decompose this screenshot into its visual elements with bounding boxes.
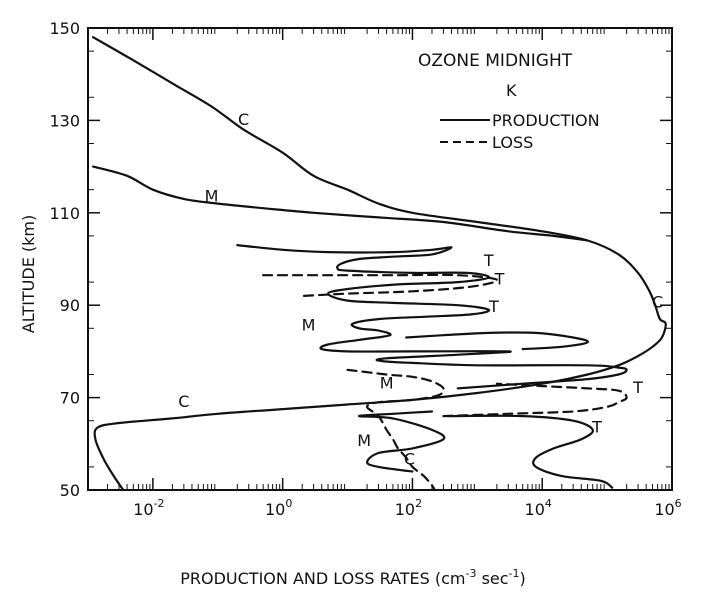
curve-label: T: [591, 417, 602, 436]
x-tick-label-exp: -2: [154, 497, 165, 510]
y-tick-label: 90: [60, 296, 80, 315]
y-tick-labels: 50 70 90 110 130 150: [49, 19, 80, 500]
curve-label: M: [357, 431, 371, 450]
x-tick-label: 10-2: [133, 497, 164, 519]
production-curve-t: [236, 244, 628, 390]
curve-label: M: [380, 373, 394, 392]
curve-label: T: [632, 378, 643, 397]
x-tick-label-base: 10: [654, 500, 674, 519]
x-tick-label-exp: 2: [415, 497, 422, 510]
plot-frame: [87, 27, 673, 491]
x-tick-label-base: 10: [525, 500, 545, 519]
x-axis-label-exp2: -1: [509, 567, 520, 580]
x-axis-label-exp1: -3: [466, 567, 477, 580]
x-tick-label-exp: 6: [675, 497, 682, 510]
production-curve-t: [405, 331, 589, 351]
major-tick-marks: [88, 27, 673, 491]
loss-curve-t: [442, 382, 628, 418]
x-tick-label-base: 10: [265, 500, 285, 519]
curve-label: M: [205, 186, 219, 205]
production-curve-t: [446, 414, 614, 489]
x-tick-label-exp: 4: [545, 497, 552, 510]
curve-label: T: [494, 269, 505, 288]
x-axis-label: PRODUCTION AND LOSS RATES (cm-3 sec-1): [180, 567, 526, 588]
production-curve-m: [92, 165, 589, 242]
x-tick-label-exp: 0: [285, 497, 292, 510]
curve-label: T: [483, 251, 494, 270]
curve-label: M: [302, 316, 316, 335]
curve-label: T: [488, 297, 499, 316]
curve-label: C: [404, 450, 415, 469]
y-axis-label: ALTITUDE (km): [19, 215, 38, 333]
y-tick-label: 50: [60, 481, 80, 500]
x-tick-labels: 10-2 100 102 104 106: [133, 497, 681, 519]
x-axis-label-main: PRODUCTION AND LOSS RATES (cm: [180, 569, 465, 588]
x-tick-label: 104: [525, 497, 552, 519]
production-curve-m: [357, 410, 446, 473]
x-tick-label-base: 10: [133, 500, 153, 519]
curve-label: C: [652, 293, 663, 312]
minor-tick-marks: [88, 28, 672, 490]
legend: PRODUCTION LOSS: [440, 111, 600, 152]
legend-production-label: PRODUCTION: [492, 111, 600, 130]
y-tick-label: 70: [60, 389, 80, 408]
y-tick-label: 130: [49, 111, 80, 130]
x-tick-label: 106: [654, 497, 681, 519]
loss-curve-t: [262, 273, 499, 298]
loss-curve-m: [346, 368, 445, 492]
x-tick-label: 102: [395, 497, 422, 519]
production-curve-c: [92, 36, 667, 492]
series-layer: [92, 36, 667, 492]
legend-title: K: [506, 81, 517, 100]
x-axis-label-end: ): [520, 569, 526, 588]
chart-title: OZONE MIDNIGHT: [418, 51, 573, 71]
y-tick-label: 150: [49, 19, 80, 38]
x-tick-label-base: 10: [395, 500, 415, 519]
legend-loss-label: LOSS: [492, 133, 533, 152]
curve-label: C: [238, 110, 249, 129]
y-tick-label: 110: [49, 204, 80, 223]
curve-label: C: [178, 392, 189, 411]
x-tick-label: 100: [265, 497, 292, 519]
x-axis-label-mid: sec: [476, 569, 508, 588]
